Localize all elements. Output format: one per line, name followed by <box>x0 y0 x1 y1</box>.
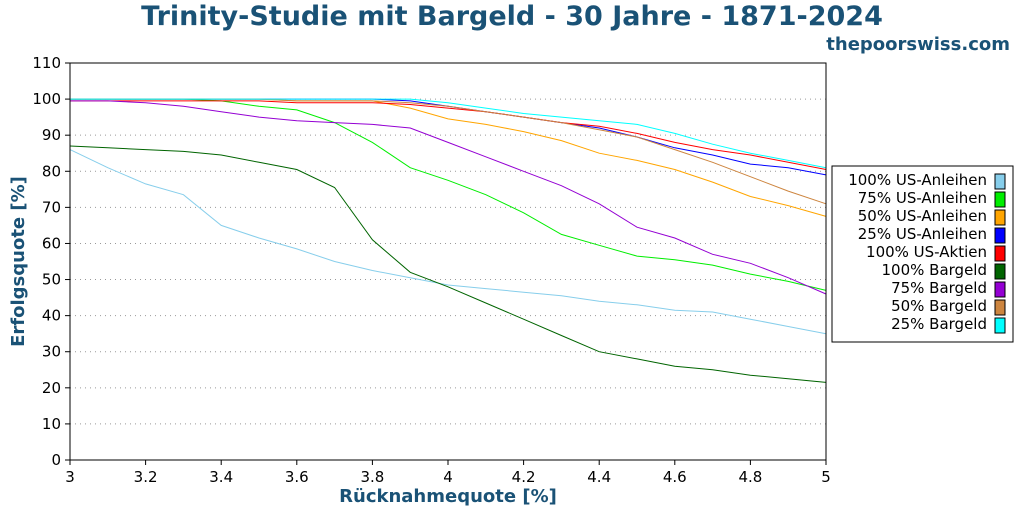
series-line <box>70 100 827 295</box>
y-tick-label: 50 <box>42 271 61 289</box>
legend-swatch <box>994 263 1006 280</box>
series-lines <box>69 98 827 383</box>
x-tick-label: 4.6 <box>663 468 687 486</box>
legend-swatch <box>994 245 1006 262</box>
x-tick-label: 3 <box>65 468 75 486</box>
y-tick-label: 100 <box>32 90 61 108</box>
legend-swatch <box>994 227 1006 244</box>
x-axis-ticks: 3 3.2 3.4 3.6 3.8 4 4.2 4.4 4.6 4.8 5 <box>65 460 831 486</box>
y-tick-label: 10 <box>42 415 61 433</box>
x-tick-label: 4.4 <box>587 468 611 486</box>
y-tick-label: 80 <box>42 162 61 180</box>
series-line <box>69 149 827 335</box>
legend-label: 100% US-Anleihen <box>848 171 987 189</box>
x-tick-label: 3.4 <box>209 468 233 486</box>
legend-label: 100% Bargeld <box>882 261 987 279</box>
legend-label: 25% US-Anleihen <box>858 225 987 243</box>
legend-label: 25% Bargeld <box>891 315 987 333</box>
legend-swatch <box>994 299 1006 316</box>
legend-swatch <box>994 317 1006 334</box>
y-tick-label: 70 <box>42 198 61 216</box>
legend-label: 75% Bargeld <box>891 279 987 297</box>
x-tick-label: 3.2 <box>134 468 158 486</box>
y-axis-label: Erfolgsquote [%] <box>8 176 29 347</box>
chart-title: Trinity-Studie mit Bargeld - 30 Jahre - … <box>141 1 883 32</box>
y-tick-label: 110 <box>32 54 61 72</box>
x-tick-label: 3.8 <box>360 468 384 486</box>
series-line <box>70 98 827 291</box>
legend-swatch <box>994 191 1006 208</box>
plot-frame <box>69 62 827 461</box>
series-line <box>70 98 827 176</box>
legend-label: 100% US-Aktien <box>866 243 987 261</box>
legend-swatch <box>994 173 1006 190</box>
y-tick-label: 30 <box>42 343 61 361</box>
legend-box <box>831 165 1014 343</box>
grid-lines <box>70 98 826 425</box>
legend-swatch <box>994 209 1006 226</box>
y-tick-label: 0 <box>51 451 61 469</box>
y-tick-label: 60 <box>42 234 61 252</box>
x-tick-label: 4 <box>443 468 453 486</box>
series-line <box>70 100 827 170</box>
legend-swatch <box>994 281 1006 298</box>
x-axis-label: Rücknahmequote [%] <box>339 486 557 507</box>
legend-label: 75% US-Anleihen <box>858 189 987 207</box>
x-tick-label: 4.8 <box>738 468 762 486</box>
legend-label: 50% US-Anleihen <box>858 207 987 225</box>
y-tick-label: 40 <box>42 307 61 325</box>
series-line <box>69 145 827 383</box>
x-tick-label: 3.6 <box>285 468 309 486</box>
y-tick-label: 20 <box>42 379 61 397</box>
y-tick-label: 90 <box>42 126 61 144</box>
series-line <box>70 98 827 169</box>
legend-label: 50% Bargeld <box>891 297 987 315</box>
x-tick-label: 4.2 <box>512 468 536 486</box>
x-tick-label: 5 <box>821 468 831 486</box>
site-watermark: thepoorswiss.com <box>826 34 1010 55</box>
series-line <box>70 98 827 217</box>
y-axis-ticks: 0 10 20 30 40 50 60 70 80 90 100 110 <box>32 54 70 469</box>
